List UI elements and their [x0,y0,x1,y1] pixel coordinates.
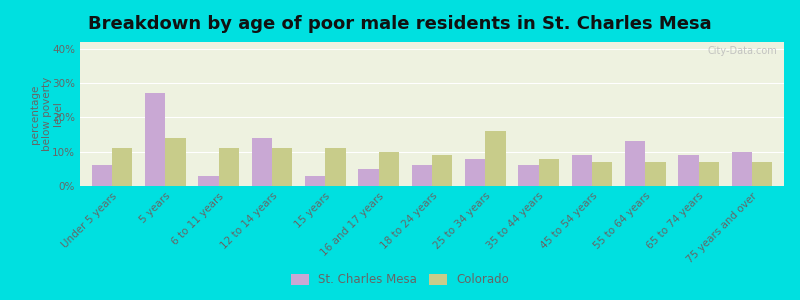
Bar [166,138,186,186]
Bar [326,148,346,186]
Bar [698,162,719,186]
Bar [752,162,772,186]
Bar [412,165,432,186]
Bar [145,93,166,186]
Bar [378,152,399,186]
Bar [732,152,752,186]
Bar [572,155,592,186]
Bar [538,159,559,186]
Bar [465,159,486,186]
Bar [432,155,452,186]
Bar [272,148,292,186]
Bar [678,155,698,186]
Bar [592,162,612,186]
Legend: St. Charles Mesa, Colorado: St. Charles Mesa, Colorado [286,269,514,291]
Bar [198,176,218,186]
Bar [625,141,646,186]
Bar [305,176,326,186]
Bar [112,148,132,186]
Y-axis label: percentage
below poverty
level: percentage below poverty level [30,77,63,151]
Bar [486,131,506,186]
Bar [518,165,538,186]
Bar [92,165,112,186]
Bar [646,162,666,186]
Bar [358,169,378,186]
Bar [218,148,239,186]
Bar [252,138,272,186]
Text: City-Data.com: City-Data.com [707,46,777,56]
Text: Breakdown by age of poor male residents in St. Charles Mesa: Breakdown by age of poor male residents … [88,15,712,33]
